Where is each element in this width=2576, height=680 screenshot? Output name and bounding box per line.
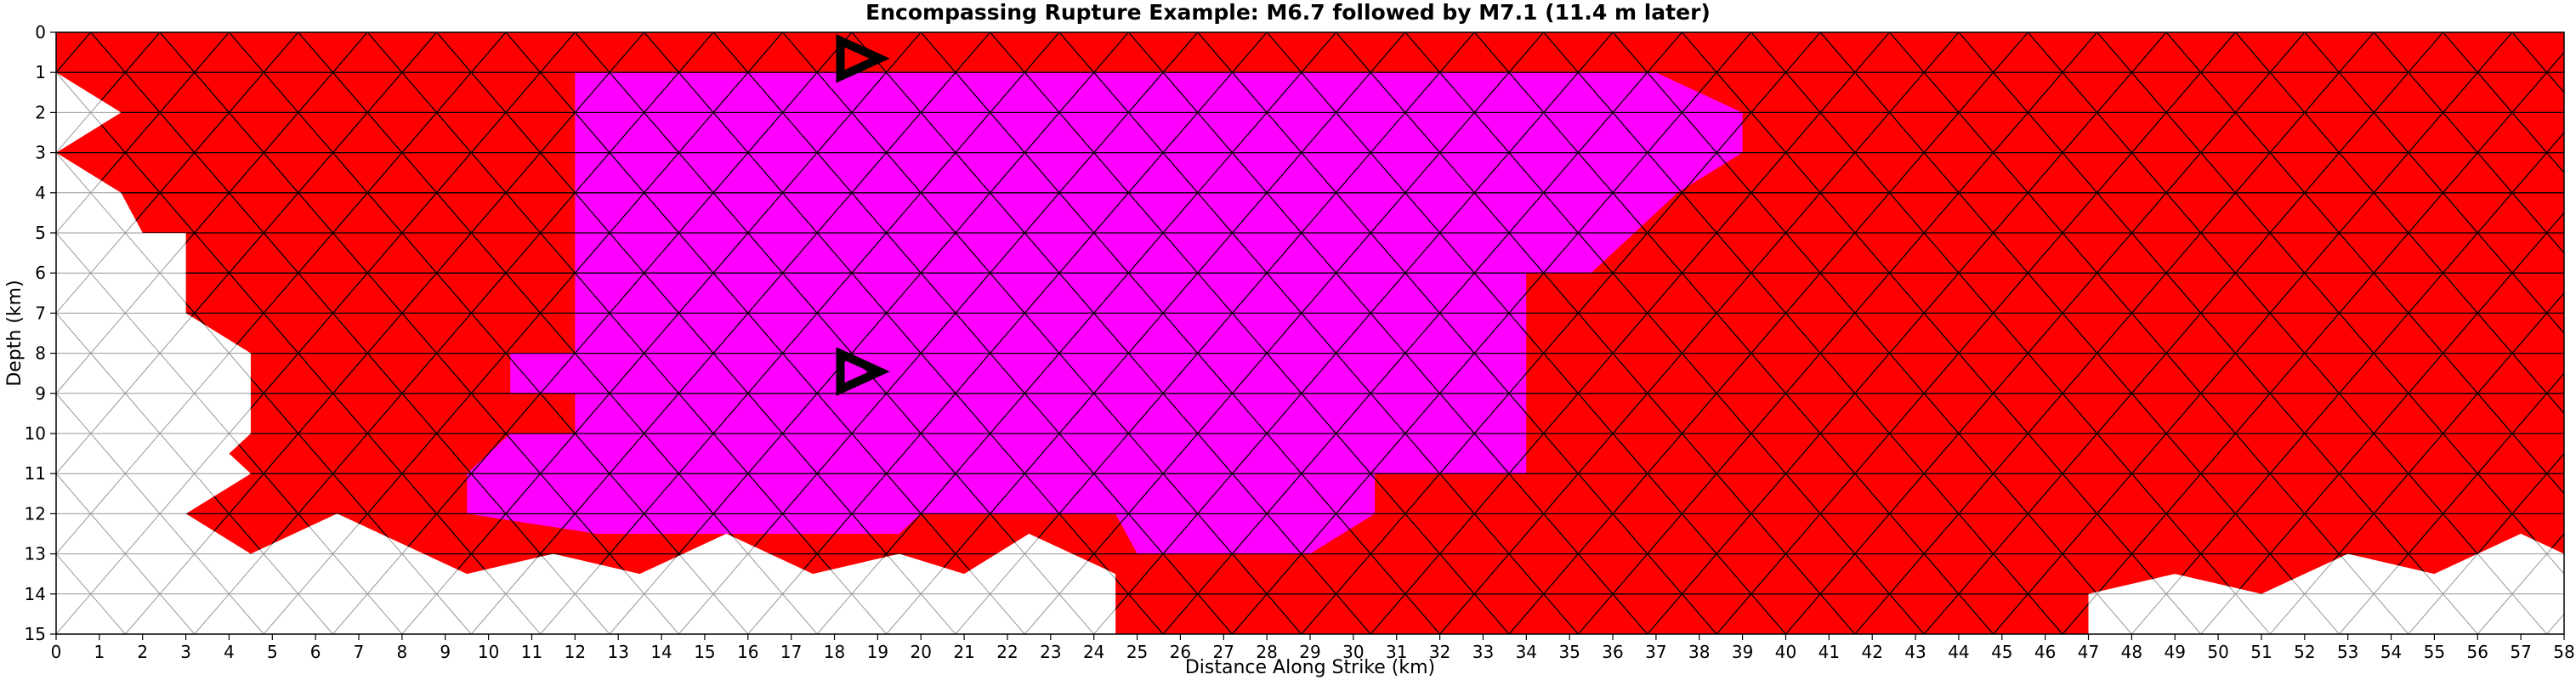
y-tick-label: 7: [35, 303, 46, 323]
x-tick-label: 2: [137, 642, 148, 662]
x-tick-label: 36: [1602, 642, 1623, 662]
y-axis-label: Depth (km): [4, 280, 26, 386]
x-tick-label: 49: [2165, 642, 2186, 662]
y-tick-label: 0: [35, 22, 46, 42]
x-tick-label: 7: [354, 642, 365, 662]
y-tick-label: 13: [25, 544, 46, 564]
x-axis: 0 1 2 3 4 5 6 7 8 9 10 11 12 13 14 15 16 17 18 19 20 21 22 23 24…: [51, 634, 2575, 662]
x-tick-label: 45: [1991, 642, 2012, 662]
x-tick-label: 34: [1516, 642, 1537, 662]
x-tick-label: 6: [310, 642, 321, 662]
x-tick-label: 50: [2207, 642, 2228, 662]
x-tick-label: 32: [1429, 642, 1450, 662]
x-tick-label: 52: [2294, 642, 2315, 662]
hypocenter-markers: [836, 34, 890, 396]
x-tick-label: 37: [1645, 642, 1666, 662]
y-tick-label: 5: [35, 223, 46, 243]
x-tick-label: 29: [1299, 642, 1320, 662]
x-tick-label: 44: [1948, 642, 1969, 662]
x-tick-label: 18: [824, 642, 845, 662]
x-tick-label: 43: [1904, 642, 1926, 662]
x-tick-label: 28: [1256, 642, 1277, 662]
x-tick-label: 31: [1386, 642, 1407, 662]
x-tick-label: 9: [440, 642, 451, 662]
y-tick-label: 11: [25, 463, 46, 484]
x-tick-label: 56: [2467, 642, 2488, 662]
x-tick-label: 55: [2424, 642, 2445, 662]
y-tick-label: 14: [25, 584, 46, 604]
x-tick-label: 3: [180, 642, 191, 662]
hypocenter-marker-1: [836, 34, 890, 83]
y-tick-label: 12: [25, 503, 46, 524]
x-tick-label: 48: [2121, 642, 2142, 662]
y-tick-label: 9: [35, 383, 46, 404]
hypocenter-marker-2: [836, 347, 890, 396]
x-tick-label: 23: [1040, 642, 1061, 662]
x-tick-label: 58: [2553, 642, 2574, 662]
x-tick-label: 27: [1213, 642, 1234, 662]
x-tick-label: 46: [2034, 642, 2056, 662]
x-tick-label: 8: [397, 642, 408, 662]
x-tick-label: 25: [1126, 642, 1148, 662]
x-tick-label: 16: [737, 642, 758, 662]
x-tick-label: 19: [867, 642, 888, 662]
y-tick-label: 1: [35, 62, 46, 82]
x-tick-label: 38: [1688, 642, 1710, 662]
x-tick-label: 5: [267, 642, 278, 662]
chart-title: Encompassing Rupture Example: M6.7 follo…: [865, 0, 1711, 25]
x-tick-label: 42: [1861, 642, 1882, 662]
x-tick-label: 47: [2078, 642, 2099, 662]
y-tick-label: 2: [35, 102, 46, 122]
y-tick-label: 15: [25, 624, 46, 644]
x-tick-label: 51: [2250, 642, 2272, 662]
x-tick-label: 0: [51, 642, 62, 662]
x-tick-label: 4: [224, 642, 235, 662]
x-tick-label: 13: [607, 642, 628, 662]
x-tick-label: 22: [996, 642, 1018, 662]
x-tick-label: 30: [1342, 642, 1364, 662]
x-tick-label: 21: [953, 642, 974, 662]
x-tick-label: 24: [1083, 642, 1104, 662]
y-tick-label: 4: [35, 183, 46, 203]
y-tick-label: 3: [35, 143, 46, 163]
x-tick-label: 12: [565, 642, 586, 662]
x-tick-label: 39: [1732, 642, 1753, 662]
x-tick-label: 57: [2510, 642, 2531, 662]
x-tick-label: 14: [650, 642, 672, 662]
x-tick-label: 40: [1775, 642, 1796, 662]
x-tick-label: 10: [478, 642, 499, 662]
y-tick-label: 6: [35, 263, 46, 283]
x-tick-label: 53: [2337, 642, 2358, 662]
x-tick-label: 41: [1819, 642, 1840, 662]
x-tick-label: 33: [1472, 642, 1494, 662]
x-axis-label: Distance Along Strike (km): [1185, 657, 1435, 678]
x-tick-label: 35: [1558, 642, 1580, 662]
x-tick-label: 11: [521, 642, 542, 662]
x-tick-label: 17: [780, 642, 802, 662]
y-tick-label: 8: [35, 343, 46, 364]
y-tick-label: 10: [25, 423, 46, 444]
x-tick-label: 20: [911, 642, 932, 662]
x-tick-label: 54: [2380, 642, 2402, 662]
x-tick-label: 15: [694, 642, 715, 662]
x-tick-label: 1: [94, 642, 105, 662]
x-tick-label: 26: [1170, 642, 1191, 662]
